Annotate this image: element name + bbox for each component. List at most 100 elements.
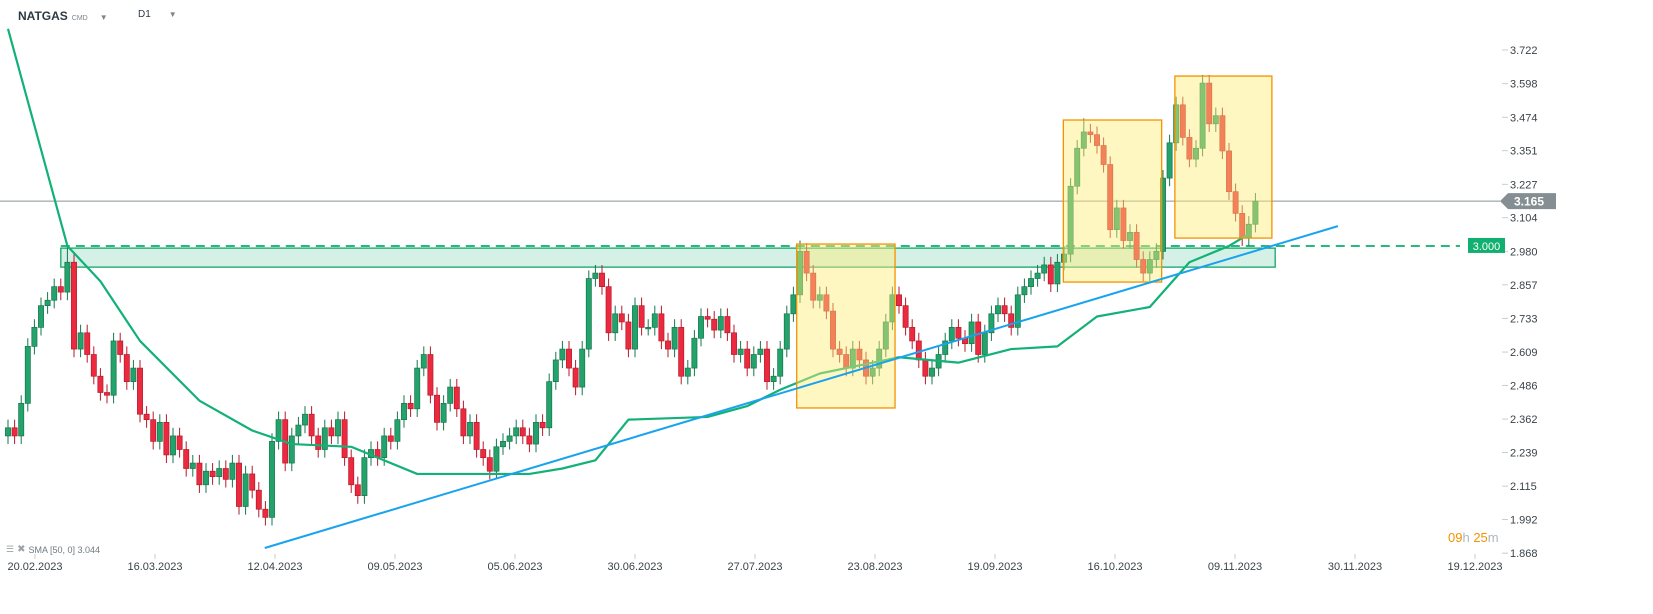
candle <box>315 427 322 458</box>
candle <box>1061 245 1067 271</box>
close-icon[interactable]: ✖ <box>17 544 26 555</box>
highlight-box[interactable] <box>1174 75 1273 239</box>
candle <box>559 340 566 369</box>
candle-body <box>150 419 157 442</box>
candle-body <box>249 473 256 491</box>
candle <box>1166 134 1173 187</box>
candle <box>361 449 368 504</box>
chevron-down-icon[interactable]: ▼ <box>168 10 177 19</box>
candle-body <box>882 321 889 350</box>
candle-body <box>361 457 368 496</box>
candle-body <box>354 484 361 496</box>
candle-body <box>948 327 955 342</box>
y-tick-label: 2.486 <box>1510 380 1538 392</box>
y-tick-label: 2.115 <box>1510 481 1537 493</box>
candle-body <box>216 468 223 477</box>
candle <box>1153 243 1160 268</box>
candle <box>797 240 803 303</box>
candle-body <box>84 332 91 355</box>
candle-body <box>427 354 434 396</box>
candle-body <box>1219 115 1226 152</box>
highlight-boxes[interactable] <box>796 75 1273 409</box>
candle-body <box>638 305 645 328</box>
candle-body <box>1166 142 1173 179</box>
candle <box>546 373 553 436</box>
candle-body <box>143 413 150 420</box>
candle <box>1252 193 1259 233</box>
candle-body <box>988 313 995 334</box>
candle <box>11 419 18 445</box>
candle-body <box>704 316 711 320</box>
candle <box>71 254 77 358</box>
candle <box>566 340 572 377</box>
resistance-zone[interactable] <box>0 200 1500 268</box>
indicator-legend: ☰ ✖ SMA [50, 0] 3.044 <box>6 544 100 555</box>
candle <box>968 313 975 352</box>
x-tick-label: 12.04.2023 <box>247 561 302 573</box>
candle-body <box>691 337 698 369</box>
candle <box>849 340 856 377</box>
trendline[interactable] <box>264 225 1339 549</box>
candle <box>988 305 995 341</box>
candle <box>513 419 520 445</box>
candle <box>447 378 454 412</box>
candle <box>275 411 282 450</box>
candle-body <box>209 470 216 477</box>
candle-body <box>849 348 856 369</box>
chevron-down-icon[interactable]: ▼ <box>99 13 108 22</box>
candle <box>1219 107 1226 160</box>
candle <box>790 286 797 322</box>
resistance-zone-rect[interactable] <box>60 247 1276 268</box>
y-tick-label: 1.992 <box>1510 515 1538 527</box>
candle-body <box>698 316 704 339</box>
candle <box>31 319 38 355</box>
level-label: 3.000 <box>1473 241 1501 253</box>
candle <box>995 297 1001 322</box>
candle <box>229 454 236 488</box>
highlight-box[interactable] <box>796 243 896 409</box>
candle-body <box>777 348 784 377</box>
candle <box>427 346 434 404</box>
candle <box>1047 256 1054 293</box>
candle-body <box>110 340 117 396</box>
candle <box>526 427 533 453</box>
candle <box>163 414 170 464</box>
candle <box>354 476 361 504</box>
candle <box>651 305 658 336</box>
candle-body <box>869 367 876 377</box>
candle <box>869 359 876 385</box>
candle <box>830 302 836 358</box>
candle-body <box>559 348 566 361</box>
candle-body <box>262 508 269 518</box>
candle-body <box>1146 259 1153 274</box>
candle <box>1001 297 1008 322</box>
candle-body <box>539 422 546 429</box>
candle-body <box>810 272 817 301</box>
candle-body <box>599 272 605 288</box>
timer-hours-unit: h <box>1462 530 1470 545</box>
candle <box>592 264 599 287</box>
candle-body <box>1232 191 1239 214</box>
candle <box>777 340 784 385</box>
candle <box>612 305 619 341</box>
candle <box>645 319 652 336</box>
symbol-selector[interactable]: NATGAS CMD ▼ <box>18 9 108 23</box>
timeframe-selector[interactable]: D1 ▼ <box>138 9 177 20</box>
candle <box>1140 251 1147 282</box>
candle-body <box>97 375 104 393</box>
indicator-settings-icon[interactable]: ☰ <box>6 544 15 554</box>
x-tick-label: 09.05.2023 <box>367 561 422 573</box>
x-tick-label: 20.02.2023 <box>7 561 62 573</box>
candle-body <box>803 251 810 274</box>
candle <box>757 340 764 363</box>
candle <box>519 419 526 445</box>
candle-body <box>123 354 130 383</box>
highlight-box[interactable] <box>1062 119 1163 283</box>
axis-ticks: 3.722 3.598 3.474 3.351 3.227 3.104 2.980 2.857… <box>7 45 1537 573</box>
candle <box>150 411 157 450</box>
candle <box>929 359 935 385</box>
candle-body <box>632 305 638 350</box>
candle-body <box>579 348 586 388</box>
support-trendline[interactable] <box>264 225 1339 549</box>
